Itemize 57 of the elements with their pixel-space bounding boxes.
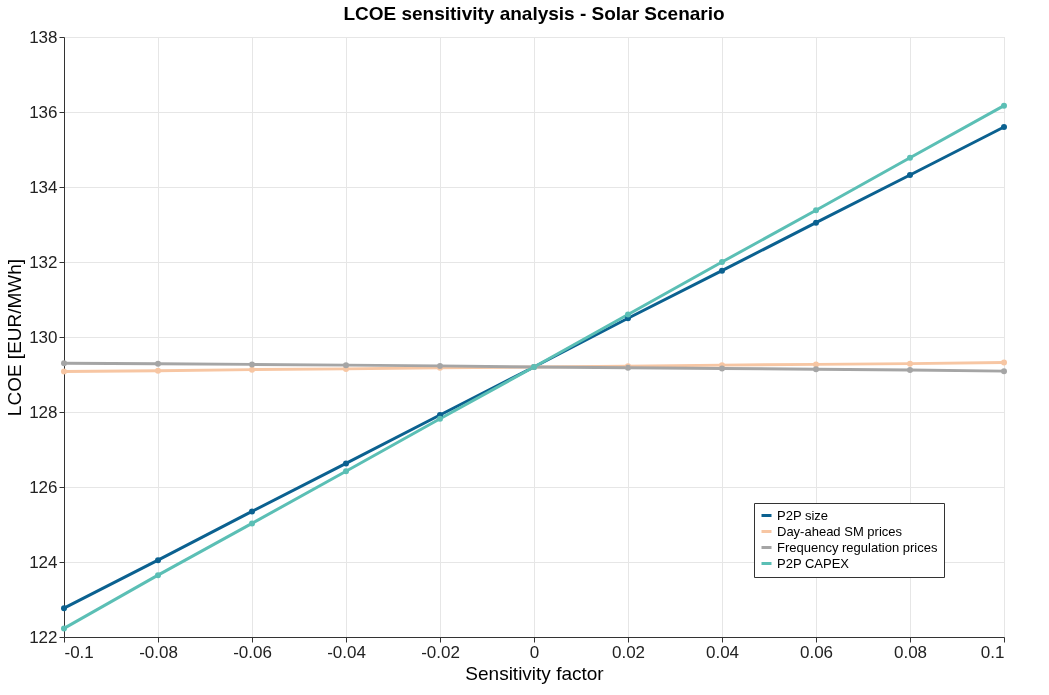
point (155, 572, 161, 579)
x-tick-label: -0.1 (64, 642, 94, 662)
y-tick-label: 122 (29, 627, 58, 647)
point (155, 557, 161, 564)
point (249, 361, 255, 368)
point (343, 468, 349, 475)
y-tick-label: 136 (29, 102, 58, 122)
y-tick-label: 126 (29, 477, 58, 497)
point (61, 368, 67, 375)
x-tick-label: 0.1 (980, 642, 1005, 662)
point (907, 367, 913, 373)
point (907, 172, 913, 178)
x-tick-label: 0 (529, 642, 540, 662)
point (625, 311, 631, 318)
x-tick-label: 0.06 (799, 642, 834, 662)
chart-title: LCOE sensitivity analysis - Solar Scenario (343, 3, 725, 24)
point (907, 360, 913, 367)
x-tick-label: -0.04 (327, 642, 366, 662)
x-tick-label: 0.04 (705, 642, 740, 662)
point (61, 625, 67, 632)
legend-label: Day-ahead SM prices (777, 523, 903, 539)
y-tick-label: 132 (29, 252, 58, 272)
point (813, 361, 819, 368)
point (719, 259, 725, 265)
legend-label: Frequency regulation prices (777, 539, 938, 555)
y-tick-label: 138 (29, 27, 58, 47)
point (437, 415, 443, 422)
y-axis-title: LCOE [EUR/MWh] (4, 258, 26, 417)
point (249, 520, 255, 527)
point (249, 508, 255, 515)
point (155, 367, 161, 374)
x-tick-label: 0.08 (893, 642, 928, 662)
x-tick-label: 0.02 (611, 642, 646, 662)
point (249, 366, 255, 373)
y-tick-label: 130 (29, 327, 58, 347)
point (1001, 102, 1007, 109)
point (61, 360, 67, 367)
point (155, 360, 161, 367)
x-axis-title: Sensitivity factor (465, 662, 605, 684)
y-tick-label: 134 (29, 177, 58, 197)
point (907, 154, 913, 161)
point (1001, 359, 1007, 366)
x-tick-label: -0.02 (421, 642, 460, 662)
legend-label: P2P size (777, 507, 829, 523)
y-tick-label: 124 (29, 552, 58, 572)
legend-label: P2P CAPEX (777, 555, 850, 571)
point (719, 267, 725, 274)
point (343, 460, 349, 467)
x-tick-label: -0.06 (233, 642, 272, 662)
point (1001, 368, 1007, 375)
y-tick-label: 128 (29, 402, 58, 422)
point (1001, 124, 1007, 130)
x-tick-label: -0.08 (139, 642, 178, 662)
point (61, 605, 67, 612)
point (813, 207, 819, 214)
point (813, 219, 819, 226)
point (813, 366, 819, 373)
